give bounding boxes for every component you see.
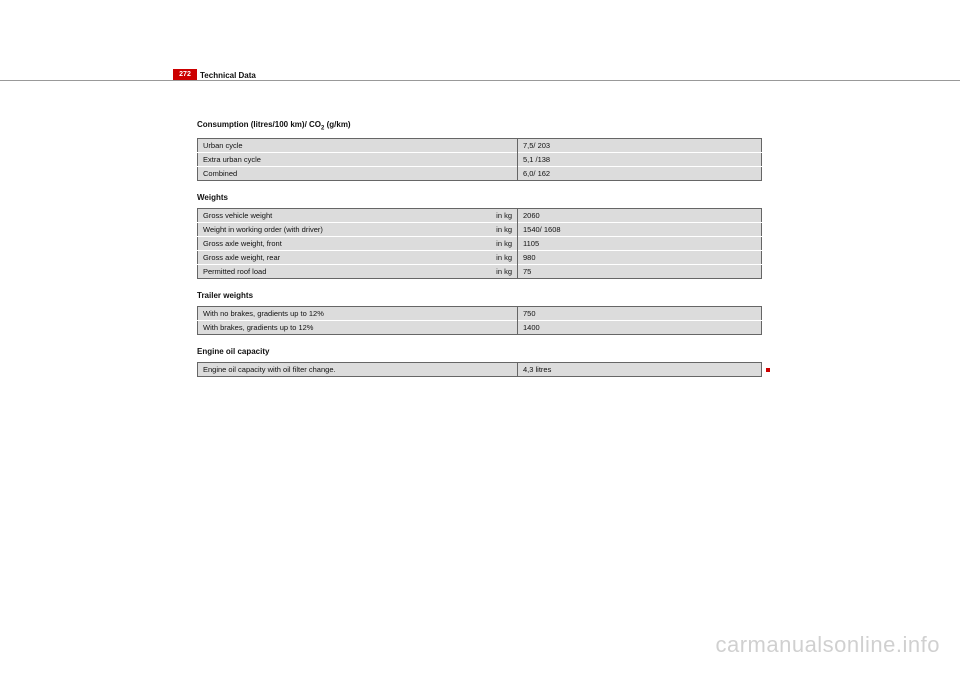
content-area: Consumption (litres/100 km)/ CO2 (g/km) … [197,120,762,389]
cell-label: Urban cycle [198,138,518,152]
table-row: With no brakes, gradients up to 12% 750 [198,306,762,320]
consumption-heading-suffix: (g/km) [324,120,350,129]
end-marker-icon [766,368,770,372]
oil-table: Engine oil capacity with oil filter chan… [197,362,762,377]
table-row: With brakes, gradients up to 12% 1400 [198,320,762,334]
section-title: Technical Data [200,71,256,80]
consumption-heading: Consumption (litres/100 km)/ CO2 (g/km) [197,120,762,132]
cell-value: 980 [518,250,762,264]
table-row: Gross vehicle weight in kg 2060 [198,208,762,222]
cell-value: 6,0/ 162 [518,166,762,180]
page: 272 Technical Data Consumption (litres/1… [0,0,960,678]
cell-label: Engine oil capacity with oil filter chan… [198,362,518,376]
table-row: Permitted roof load in kg 75 [198,264,762,278]
watermark: carmanualsonline.info [715,632,940,658]
table-row: Combined 6,0/ 162 [198,166,762,180]
cell-label: With no brakes, gradients up to 12% [198,306,518,320]
cell-value: 5,1 /138 [518,152,762,166]
cell-value: 75 [518,264,762,278]
table-row: Urban cycle 7,5/ 203 [198,138,762,152]
table-row: Gross axle weight, rear in kg 980 [198,250,762,264]
cell-label: Gross vehicle weight [198,208,478,222]
cell-label: Extra urban cycle [198,152,518,166]
cell-label: Gross axle weight, front [198,236,478,250]
table-row: Extra urban cycle 5,1 /138 [198,152,762,166]
oil-heading: Engine oil capacity [197,347,762,356]
page-number-badge: 272 [173,69,197,80]
cell-label: Combined [198,166,518,180]
cell-unit: in kg [478,236,518,250]
weights-heading: Weights [197,193,762,202]
cell-unit: in kg [478,264,518,278]
table-row: Gross axle weight, front in kg 1105 [198,236,762,250]
table-row: Engine oil capacity with oil filter chan… [198,362,762,376]
cell-value: 1540/ 1608 [518,222,762,236]
cell-value: 1400 [518,320,762,334]
table-row: Weight in working order (with driver) in… [198,222,762,236]
cell-unit: in kg [478,208,518,222]
header-line [0,80,960,81]
cell-value: 4,3 litres [518,362,762,376]
cell-label: Weight in working order (with driver) [198,222,478,236]
cell-unit: in kg [478,250,518,264]
cell-value: 7,5/ 203 [518,138,762,152]
weights-table: Gross vehicle weight in kg 2060 Weight i… [197,208,762,279]
trailer-table: With no brakes, gradients up to 12% 750 … [197,306,762,335]
cell-label: Gross axle weight, rear [198,250,478,264]
cell-label: With brakes, gradients up to 12% [198,320,518,334]
cell-label: Permitted roof load [198,264,478,278]
cell-value: 1105 [518,236,762,250]
consumption-table: Urban cycle 7,5/ 203 Extra urban cycle 5… [197,138,762,181]
cell-value: 750 [518,306,762,320]
cell-value: 2060 [518,208,762,222]
trailer-heading: Trailer weights [197,291,762,300]
cell-unit: in kg [478,222,518,236]
consumption-heading-prefix: Consumption (litres/100 km)/ CO [197,120,321,129]
